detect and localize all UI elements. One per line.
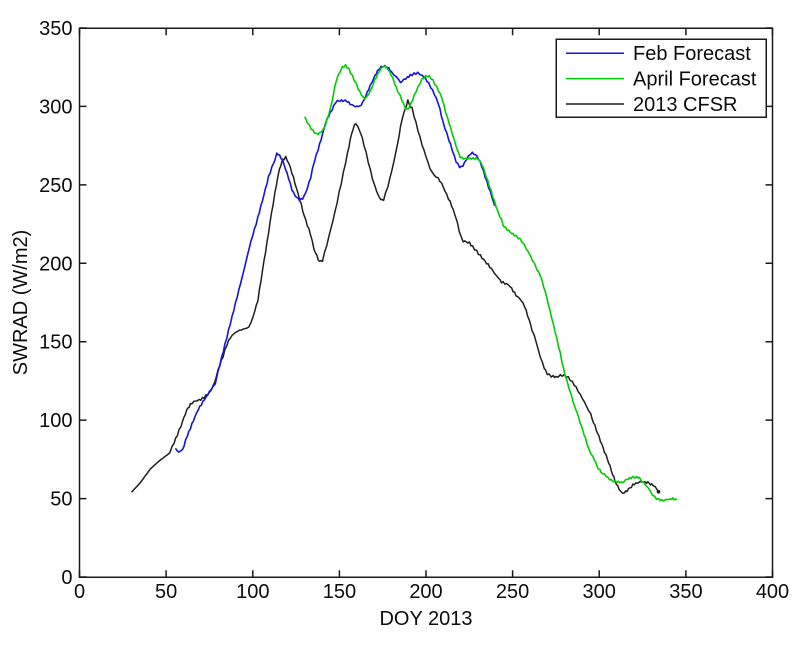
svg-text:250: 250 <box>39 175 72 197</box>
svg-text:DOY 2013: DOY 2013 <box>379 608 472 630</box>
svg-text:150: 150 <box>323 581 356 603</box>
svg-text:Feb Forecast: Feb Forecast <box>633 43 751 65</box>
svg-text:350: 350 <box>39 18 72 40</box>
svg-text:300: 300 <box>583 581 616 603</box>
svg-text:50: 50 <box>50 489 72 511</box>
svg-text:250: 250 <box>496 581 529 603</box>
svg-text:200: 200 <box>39 253 72 275</box>
svg-text:400: 400 <box>756 581 789 603</box>
svg-text:350: 350 <box>669 581 702 603</box>
svg-text:0: 0 <box>74 581 85 603</box>
svg-text:SWRAD (W/m2): SWRAD (W/m2) <box>10 230 32 376</box>
svg-text:100: 100 <box>39 410 72 432</box>
svg-text:2013 CFSR: 2013 CFSR <box>633 94 738 116</box>
svg-text:April Forecast: April Forecast <box>633 69 757 91</box>
svg-text:150: 150 <box>39 332 72 354</box>
svg-text:0: 0 <box>61 567 72 589</box>
svg-text:200: 200 <box>409 581 442 603</box>
svg-text:50: 50 <box>155 581 177 603</box>
svg-text:300: 300 <box>39 96 72 118</box>
svg-text:100: 100 <box>236 581 269 603</box>
